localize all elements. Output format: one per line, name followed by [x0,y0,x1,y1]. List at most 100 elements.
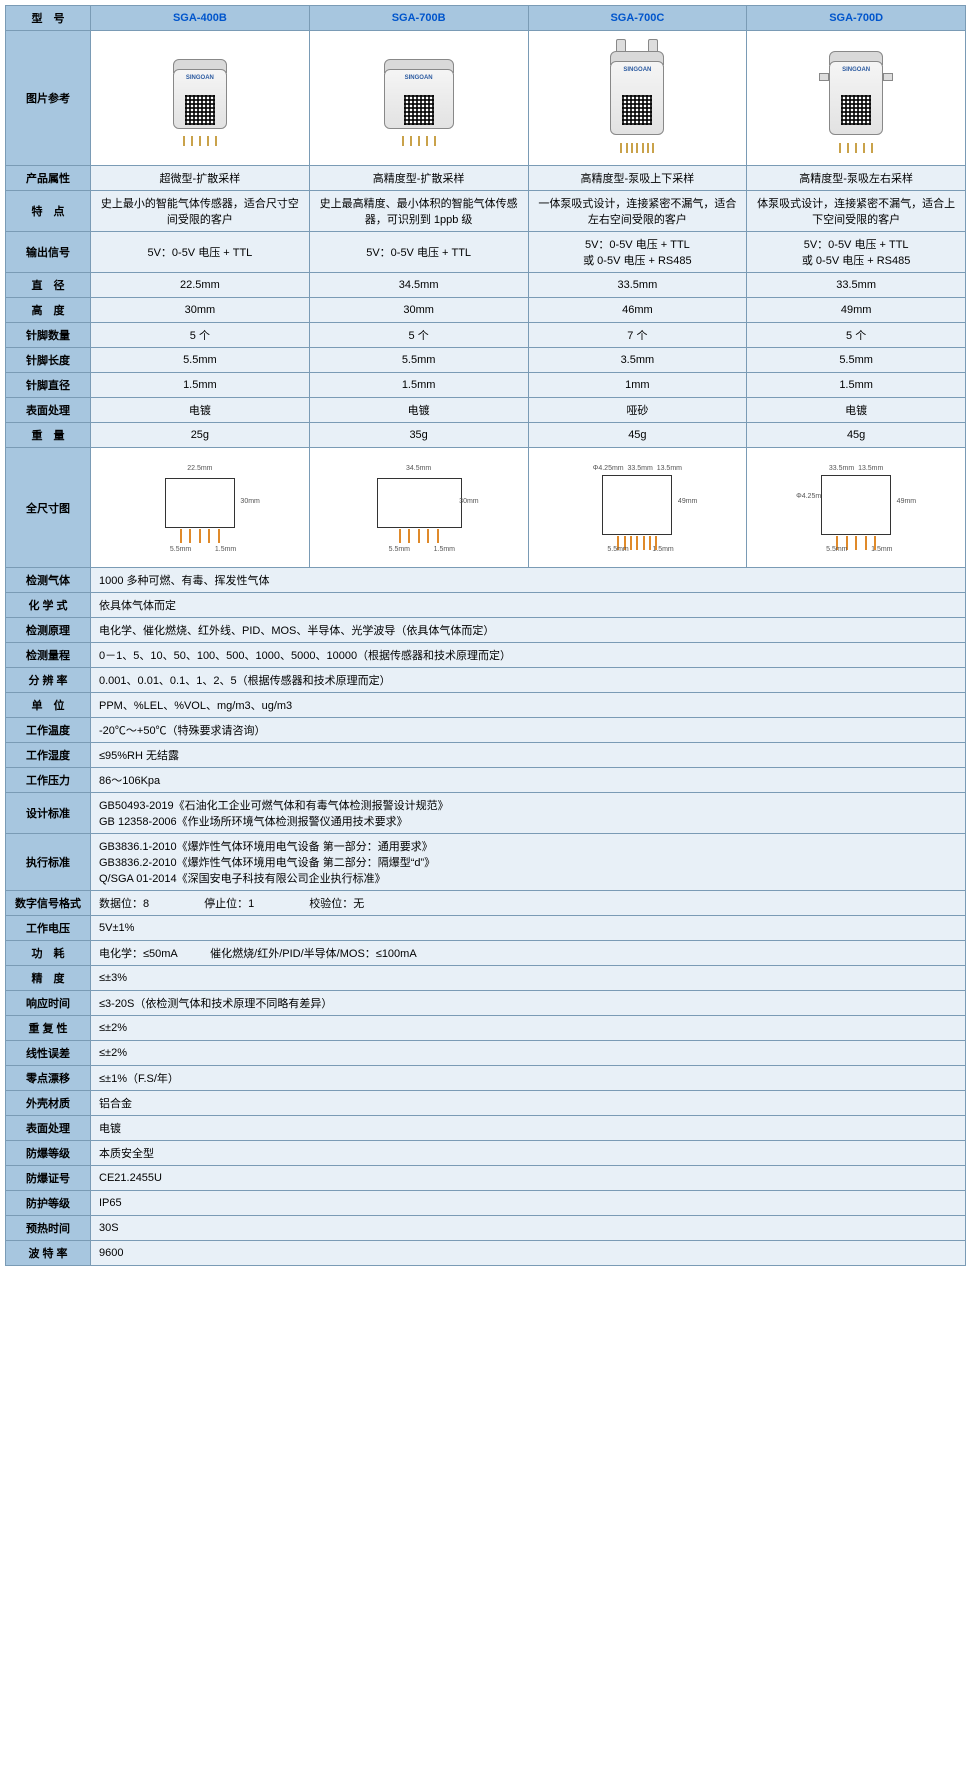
spec-row-label: 针脚直径 [6,373,91,398]
common-row-label: 检测气体 [6,568,91,593]
spec-row: 重 量25g35g45g45g [6,423,966,448]
common-row: 防爆等级本质安全型 [6,1141,966,1166]
spec-cell: 1mm [528,373,747,398]
common-row: 响应时间≤3-20S（依检测气体和技术原理不同略有差异） [6,991,966,1016]
spec-row: 输出信号5V：0-5V 电压 + TTL5V：0-5V 电压 + TTL5V：0… [6,232,966,273]
common-row-label: 检测原理 [6,618,91,643]
common-row-value: ≤3-20S（依检测气体和技术原理不同略有差异） [91,991,966,1016]
common-row-value: 电化学、催化燃烧、红外线、PID、MOS、半导体、光学波导（依具体气体而定） [91,618,966,643]
spec-cell: 3.5mm [528,348,747,373]
spec-cell: 5 个 [309,323,528,348]
common-row-value: GB3836.1-2010《爆炸性气体环境用电气设备 第一部分：通用要求》 GB… [91,834,966,891]
common-row: 工作温度-20℃～+50℃（特殊要求请咨询） [6,718,966,743]
common-row-label: 防爆等级 [6,1141,91,1166]
spec-cell: 1.5mm [91,373,310,398]
common-row-label: 防爆证号 [6,1166,91,1191]
common-row-value: 铝合金 [91,1091,966,1116]
dim-sketch-2: Φ4.25mm 33.5mm 13.5mm 49mm 5.5mm 1.5mm [577,463,697,553]
model-col-0: SGA-400B [91,6,310,31]
common-row-value: 5V±1% [91,916,966,941]
common-row-label: 波 特 率 [6,1241,91,1266]
dim-cell-1: 34.5mm 30mm 5.5mm 1.5mm [309,448,528,568]
spec-cell: 哑砂 [528,398,747,423]
common-row-value: 依具体气体而定 [91,593,966,618]
image-cell-2: SINGOAN [528,31,747,166]
spec-cell: 30mm [309,298,528,323]
spec-cell: 1.5mm [747,373,966,398]
spec-cell: 33.5mm [747,273,966,298]
common-row-label: 线性误差 [6,1041,91,1066]
dim-cell-0: 22.5mm 30mm 5.5mm 1.5mm [91,448,310,568]
model-col-1: SGA-700B [309,6,528,31]
spec-cell: 45g [528,423,747,448]
common-rows-body: 检测气体1000 多种可燃、有毒、挥发性气体化 学 式依具体气体而定检测原理电化… [6,568,966,1266]
dim-sketch-0: 22.5mm 30mm 5.5mm 1.5mm [140,463,260,553]
spec-cell: 7 个 [528,323,747,348]
spec-cell: 史上最高精度、最小体积的智能气体传感器，可识别到 1ppb 级 [309,191,528,232]
model-col-2: SGA-700C [528,6,747,31]
common-row: 检测量程0－1、5、10、50、100、500、1000、5000、10000（… [6,643,966,668]
spec-cell: 电镀 [309,398,528,423]
common-row-label: 预热时间 [6,1216,91,1241]
common-row-value: 电镀 [91,1116,966,1141]
spec-cell: 高精度型-扩散采样 [309,166,528,191]
common-row-label: 响应时间 [6,991,91,1016]
dim-sketch-1: 34.5mm 30mm 5.5mm 1.5mm [359,463,479,553]
common-row-label: 表面处理 [6,1116,91,1141]
common-row: 外壳材质铝合金 [6,1091,966,1116]
spec-cell: 电镀 [747,398,966,423]
common-row: 零点漂移≤±1%（F.S/年） [6,1066,966,1091]
dimension-row: 全尺寸图 22.5mm 30mm 5.5mm 1.5mm 34.5mm 30mm… [6,448,966,568]
spec-row: 针脚数量5 个5 个7 个5 个 [6,323,966,348]
spec-row-label: 高 度 [6,298,91,323]
common-row: 防护等级IP65 [6,1191,966,1216]
spec-cell: 超微型-扩散采样 [91,166,310,191]
common-row-label: 零点漂移 [6,1066,91,1091]
spec-rows-body: 产品属性超微型-扩散采样高精度型-扩散采样高精度型-泵吸上下采样高精度型-泵吸左… [6,166,966,448]
spec-cell: 1.5mm [309,373,528,398]
spec-row-label: 针脚长度 [6,348,91,373]
spec-row-label: 产品属性 [6,166,91,191]
common-row: 表面处理电镀 [6,1116,966,1141]
common-row-label: 单 位 [6,693,91,718]
spec-row: 高 度30mm30mm46mm49mm [6,298,966,323]
dim-cell-2: Φ4.25mm 33.5mm 13.5mm 49mm 5.5mm 1.5mm [528,448,747,568]
common-row-value: ≤±2% [91,1041,966,1066]
spec-row: 特 点史上最小的智能气体传感器，适合尺寸空间受限的客户史上最高精度、最小体积的智… [6,191,966,232]
spec-cell: 电镀 [91,398,310,423]
common-row-value: GB50493-2019《石油化工企业可燃气体和有毒气体检测报警设计规范》 GB… [91,793,966,834]
common-row-label: 精 度 [6,966,91,991]
spec-cell: 5.5mm [309,348,528,373]
common-row-label: 工作温度 [6,718,91,743]
sensor-icon-700c: SINGOAN [602,43,672,153]
common-row-value: ≤±2% [91,1016,966,1041]
spec-row-label: 重 量 [6,423,91,448]
common-row-label: 设计标准 [6,793,91,834]
common-row-value: ≤95%RH 无结露 [91,743,966,768]
image-cell-1: SINGOAN [309,31,528,166]
common-row: 工作压力86～106Kpa [6,768,966,793]
common-row-value: CE21.2455U [91,1166,966,1191]
spec-cell: 33.5mm [528,273,747,298]
common-row-value: 0－1、5、10、50、100、500、1000、5000、10000（根据传感… [91,643,966,668]
spec-table: 型 号 SGA-400B SGA-700B SGA-700C SGA-700D … [5,5,966,1266]
common-row-value: IP65 [91,1191,966,1216]
spec-cell: 史上最小的智能气体传感器，适合尺寸空间受限的客户 [91,191,310,232]
common-row-value: 86～106Kpa [91,768,966,793]
spec-row: 针脚长度5.5mm5.5mm3.5mm5.5mm [6,348,966,373]
spec-cell: 22.5mm [91,273,310,298]
common-row: 设计标准GB50493-2019《石油化工企业可燃气体和有毒气体检测报警设计规范… [6,793,966,834]
common-row-value: 30S [91,1216,966,1241]
spec-cell: 5.5mm [747,348,966,373]
sensor-icon-700b: SINGOAN [376,51,462,146]
common-row: 功 耗电化学：≤50mA 催化燃烧/红外/PID/半导体/MOS：≤100mA [6,941,966,966]
spec-cell: 5V：0-5V 电压 + TTL [91,232,310,273]
common-row: 化 学 式依具体气体而定 [6,593,966,618]
spec-cell: 体泵吸式设计，连接紧密不漏气，适合上下空间受限的客户 [747,191,966,232]
common-row-value: 0.001、0.01、0.1、1、2、5（根据传感器和技术原理而定） [91,668,966,693]
common-row-value: PPM、%LEL、%VOL、mg/m3、ug/m3 [91,693,966,718]
spec-cell: 45g [747,423,966,448]
model-col-3: SGA-700D [747,6,966,31]
spec-cell: 5V：0-5V 电压 + TTL [309,232,528,273]
common-row-value: 本质安全型 [91,1141,966,1166]
